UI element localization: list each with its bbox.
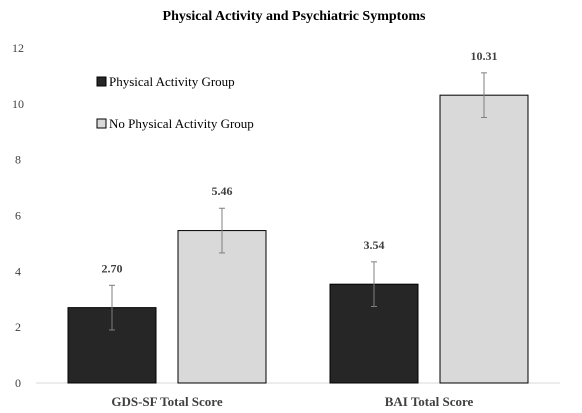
y-axis: 0 2 4 6 8 10 12: [12, 41, 24, 390]
y-tick-label: 10: [12, 97, 24, 111]
data-label: 10.31: [471, 49, 498, 63]
chart-title: Physical Activity and Psychiatric Sympto…: [163, 9, 426, 24]
x-tick-label: BAI Total Score: [385, 394, 474, 409]
x-axis-labels: GDS-SF Total Score BAI Total Score: [111, 394, 473, 409]
data-label: 2.70: [102, 261, 123, 275]
bar-no-physical-activity-1: [439, 94, 529, 384]
value-labels-layer: 2.70 5.46 3.54 10.31: [102, 49, 498, 275]
error-bars-layer: [109, 72, 487, 331]
bars-layer: [67, 94, 529, 384]
y-tick-label: 4: [15, 264, 21, 278]
legend-swatch: [96, 76, 107, 87]
y-tick-label: 6: [15, 209, 21, 223]
legend: Physical Activity Group No Physical Activ…: [96, 74, 254, 131]
legend-label: No Physical Activity Group: [109, 116, 254, 131]
y-tick-label: 0: [15, 376, 21, 390]
data-label: 5.46: [212, 184, 233, 198]
y-tick-label: 8: [15, 153, 21, 167]
x-tick-label: GDS-SF Total Score: [111, 394, 222, 409]
bar-no-physical-activity-0: [177, 230, 267, 384]
legend-label: Physical Activity Group: [109, 74, 235, 89]
legend-swatch: [96, 118, 107, 129]
y-tick-label: 12: [12, 41, 24, 55]
y-tick-label: 2: [15, 320, 21, 334]
data-label: 3.54: [364, 238, 385, 252]
